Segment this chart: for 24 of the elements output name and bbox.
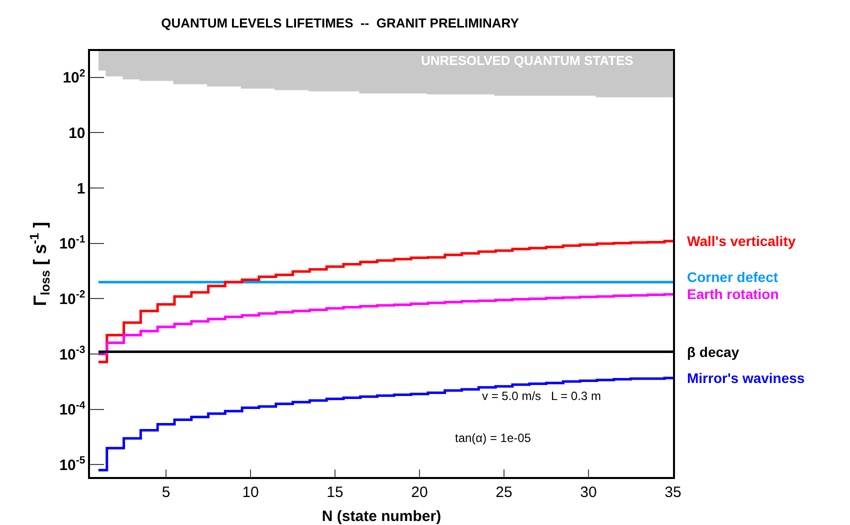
y-tick-label: 10$^{2}$ [62,67,86,87]
y-tick-label: 10$^{-5}$ [59,454,86,474]
series-label: Wall's verticality [687,233,796,249]
x-tick-label: 25 [496,484,512,501]
y-tick-label: 10$^{-2}$ [59,288,86,308]
annotation: v = 5.0 m/s L = 0.3 m [482,389,601,403]
y-tick-label: 10 [68,124,86,142]
annotation: tan(α) = 1e-05 [455,431,532,445]
chart-title: QUANTUM LEVELS LIFETIMES -- GRANIT PRELIMINARY [161,15,520,30]
y-tick-label: 10$^{-1}$ [59,233,86,253]
x-tick-label: 15 [326,484,344,501]
x-tick-label: 30 [580,484,597,501]
series-label: Earth rotation [687,286,779,302]
x-tick-label: 35 [664,484,682,501]
series-label: β decay [687,344,740,360]
x-tick-label: 20 [411,484,428,501]
x-tick-label: 5 [162,484,170,501]
y-tick-label: 10$^{-4}$ [59,399,86,419]
y-tick-label: 1 [76,180,86,198]
x-tick-label: 10 [242,484,259,501]
y-tick-label: 10$^{-3}$ [59,344,86,364]
series-label: Corner defect [687,269,778,285]
series-label: Mirror's waviness [687,370,805,386]
x-axis-title: N (state number) [322,508,442,525]
